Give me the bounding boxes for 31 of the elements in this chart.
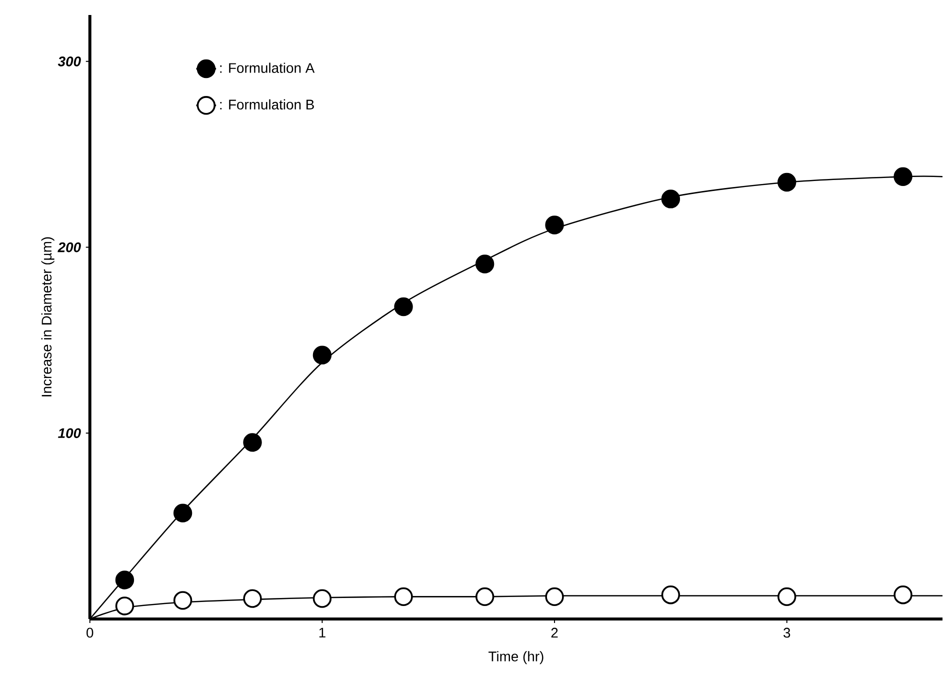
point <box>894 167 912 186</box>
y-axis-title: Increase in Diameter (µm) <box>41 237 54 396</box>
point <box>312 346 332 364</box>
point <box>173 591 192 610</box>
legend-label: : Formulation A <box>220 62 315 73</box>
point <box>115 596 134 616</box>
point <box>475 254 494 274</box>
point <box>661 586 680 604</box>
point <box>545 216 564 234</box>
legend-label: : Formulation B <box>220 99 314 110</box>
x-tick-label: 0 <box>86 628 94 638</box>
x-axis-title: Time (hr) <box>488 651 544 664</box>
point <box>394 297 413 316</box>
x-tick-label: 1 <box>319 628 326 638</box>
point <box>778 587 796 606</box>
point <box>394 587 413 606</box>
point <box>894 586 912 604</box>
y-tick-label: 300 <box>58 56 81 66</box>
x-tick-label: 3 <box>784 628 790 638</box>
point <box>243 433 262 452</box>
x-tick-label: 2 <box>551 628 558 638</box>
point <box>115 570 134 590</box>
point <box>545 587 564 606</box>
point <box>475 587 494 606</box>
point <box>312 589 332 608</box>
point <box>778 172 796 192</box>
y-tick-label: 200 <box>58 242 81 252</box>
y-tick-label: 100 <box>58 428 81 438</box>
point <box>173 504 192 522</box>
point <box>661 190 680 208</box>
point <box>243 589 262 608</box>
